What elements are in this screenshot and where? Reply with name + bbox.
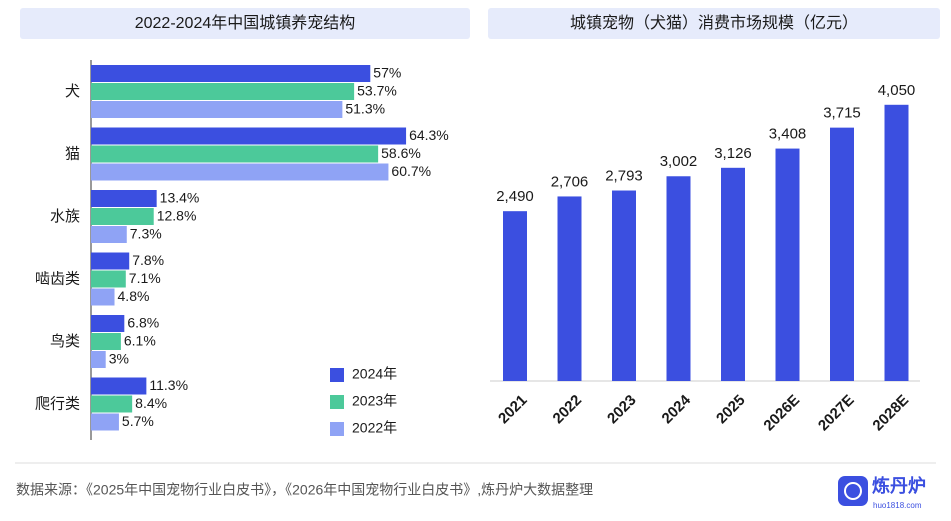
bar bbox=[91, 163, 389, 181]
bar bbox=[557, 196, 582, 381]
bar bbox=[91, 101, 343, 118]
data-label: 7.3% bbox=[130, 226, 162, 242]
bar bbox=[503, 211, 527, 381]
bar bbox=[91, 190, 157, 207]
bar bbox=[91, 351, 106, 368]
bar bbox=[91, 288, 115, 306]
chart-title: 城镇宠物（犬猫）消费市场规模（亿元） bbox=[570, 14, 858, 32]
data-label: 2,706 bbox=[551, 173, 589, 190]
x-tick-label: 2026E bbox=[760, 392, 803, 435]
data-label: 64.3% bbox=[409, 127, 449, 143]
bar bbox=[91, 315, 125, 332]
x-tick-label: 2021 bbox=[495, 392, 531, 428]
x-tick-label: 2025 bbox=[713, 392, 749, 428]
data-label: 51.3% bbox=[345, 101, 385, 117]
bar bbox=[91, 65, 371, 82]
data-label: 3,715 bbox=[823, 105, 861, 122]
y-tick-label: 爬行类 bbox=[35, 395, 80, 412]
data-label: 11.3% bbox=[149, 377, 188, 393]
bar bbox=[721, 167, 745, 381]
data-label: 3% bbox=[109, 351, 129, 367]
data-label: 6.1% bbox=[124, 333, 156, 349]
bar bbox=[91, 333, 121, 350]
data-label: 57% bbox=[373, 65, 401, 81]
data-label: 7.1% bbox=[129, 270, 161, 286]
bar bbox=[612, 190, 636, 381]
legend-label: 2023年 bbox=[352, 393, 397, 409]
data-label: 7.8% bbox=[132, 252, 164, 268]
bar bbox=[91, 252, 130, 270]
data-label: 8.4% bbox=[135, 395, 167, 411]
data-label: 5.7% bbox=[122, 413, 154, 429]
data-label: 60.7% bbox=[391, 163, 431, 179]
title-banner bbox=[20, 8, 470, 39]
y-tick-label: 猫 bbox=[65, 145, 80, 162]
bar bbox=[666, 176, 691, 381]
x-tick-label: 2027E bbox=[815, 392, 858, 435]
x-tick-label: 2028E bbox=[869, 392, 912, 435]
x-tick-label: 2024 bbox=[659, 391, 695, 427]
logo-icon bbox=[838, 476, 868, 506]
bar bbox=[91, 226, 127, 243]
chart-title: 2022-2024年中国城镇养宠结构 bbox=[135, 14, 356, 32]
bar bbox=[830, 127, 854, 382]
bar bbox=[91, 208, 154, 225]
data-label: 4,050 bbox=[878, 82, 916, 99]
x-tick-label: 2023 bbox=[604, 392, 640, 428]
bar bbox=[91, 145, 379, 163]
data-label: 12.8% bbox=[157, 208, 197, 224]
legend-label: 2022年 bbox=[352, 420, 397, 436]
legend-swatch bbox=[330, 368, 344, 382]
legend-swatch bbox=[330, 395, 344, 409]
data-label: 6.8% bbox=[127, 315, 159, 331]
bar bbox=[91, 395, 133, 413]
legend-swatch bbox=[330, 422, 344, 436]
bar bbox=[91, 270, 126, 288]
bar bbox=[91, 377, 147, 395]
logo-name: 炼丹炉 bbox=[872, 475, 926, 496]
data-label: 58.6% bbox=[381, 145, 421, 161]
data-label: 3,002 bbox=[660, 153, 698, 170]
bar bbox=[884, 104, 909, 381]
y-tick-label: 鸟类 bbox=[50, 333, 80, 350]
data-label: 3,126 bbox=[714, 145, 752, 162]
y-tick-label: 水族 bbox=[50, 208, 80, 225]
y-tick-label: 啮齿类 bbox=[35, 270, 80, 287]
data-label: 53.7% bbox=[357, 83, 397, 99]
data-label: 4.8% bbox=[118, 288, 150, 304]
data-label: 3,408 bbox=[769, 126, 807, 143]
x-tick-label: 2022 bbox=[550, 392, 586, 428]
data-label: 2,490 bbox=[496, 188, 534, 205]
bar bbox=[775, 148, 800, 381]
legend-label: 2024年 bbox=[352, 366, 397, 382]
source-note: 数据来源：《2025年中国宠物行业白皮书》，《2026年中国宠物行业白皮书》,炼… bbox=[16, 482, 593, 498]
bar bbox=[91, 127, 407, 145]
y-tick-label: 犬 bbox=[65, 83, 80, 100]
data-label: 13.4% bbox=[160, 190, 200, 206]
bar bbox=[91, 83, 355, 100]
logo-url: huo1818.com bbox=[873, 501, 922, 510]
data-label: 2,793 bbox=[605, 167, 643, 184]
bar bbox=[91, 413, 119, 431]
title-banner bbox=[488, 8, 940, 39]
logo-icon bbox=[844, 482, 862, 500]
